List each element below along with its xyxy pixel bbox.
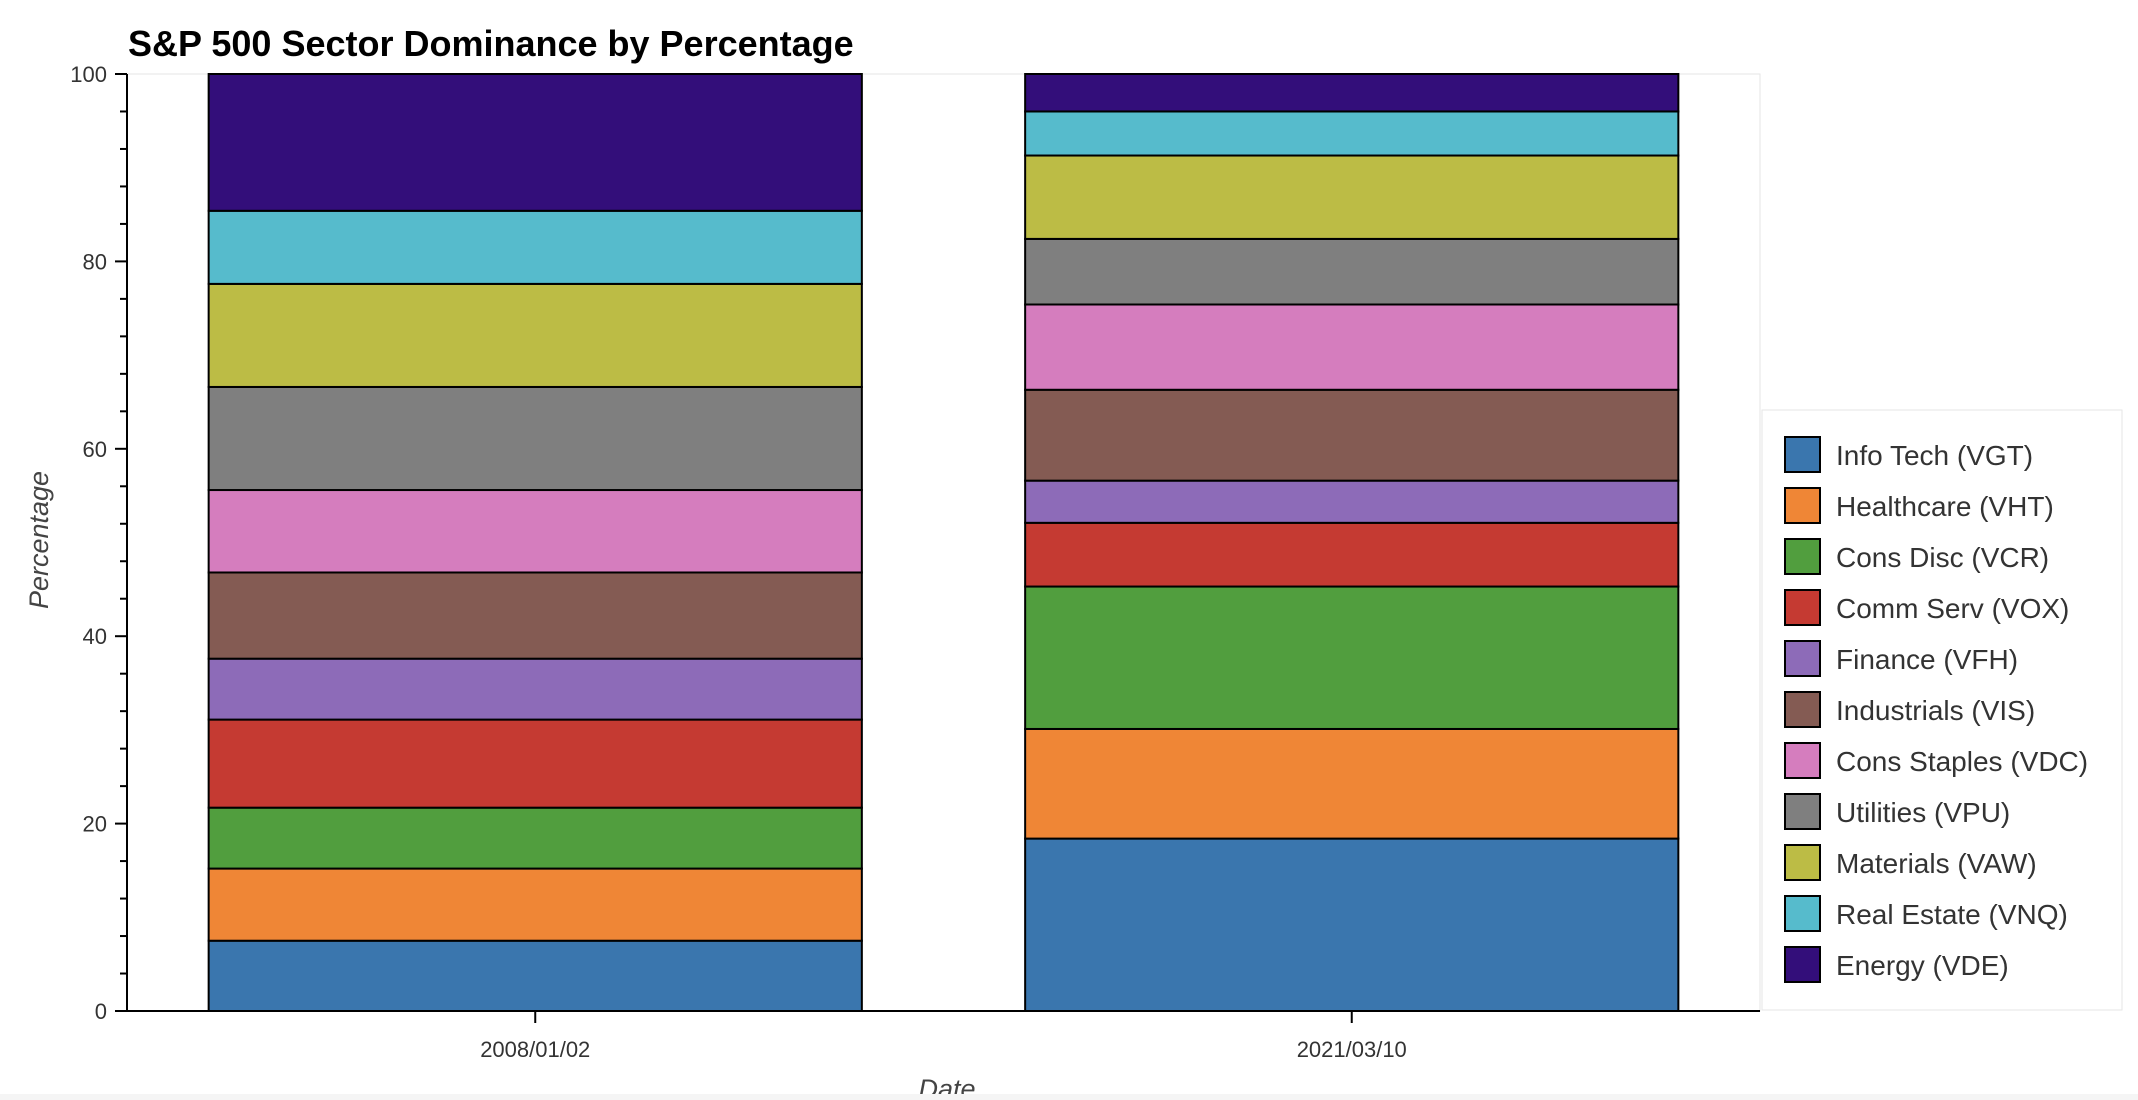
bar-segment-9-2 xyxy=(1024,154,1680,240)
legend-label: Energy (VDE) xyxy=(1836,950,2009,981)
bar-segment-2-2 xyxy=(1024,727,1680,840)
bar-segment-3-2 xyxy=(1024,585,1680,730)
y-axis: 0 20 40 60 80 100 xyxy=(70,62,128,1024)
legend-swatch xyxy=(1784,538,1821,575)
bar-segment-2-1 xyxy=(207,867,863,942)
legend-label: Utilities (VPU) xyxy=(1836,797,2010,828)
bar-segment-8-1 xyxy=(207,385,863,492)
legend-swatch xyxy=(1784,742,1821,779)
legend-swatch xyxy=(1784,436,1821,473)
chart-title: S&P 500 Sector Dominance by Percentage xyxy=(128,23,854,64)
bar-segment-5-1 xyxy=(207,657,863,721)
bar-segment-7-1 xyxy=(207,489,863,574)
y-tick-label: 0 xyxy=(95,999,107,1024)
legend: Info Tech (VGT) Healthcare (VHT) Cons Disc… xyxy=(1761,409,2123,1011)
bottom-strip xyxy=(0,1094,2138,1100)
y-axis-label: Percentage xyxy=(24,471,54,609)
bar-segment-9-1 xyxy=(207,282,863,388)
y-tick-label: 60 xyxy=(83,437,107,462)
legend-label: Industrials (VIS) xyxy=(1836,695,2035,726)
bar-segment-8-2 xyxy=(1024,237,1680,306)
bar-segment-5-2 xyxy=(1024,479,1680,524)
x-axis: 2008/01/02 2021/03/10 xyxy=(127,1010,1760,1062)
legend-label: Cons Staples (VDC) xyxy=(1836,746,2088,777)
y-tick-label: 40 xyxy=(83,624,107,649)
legend-label: Real Estate (VNQ) xyxy=(1836,899,2068,930)
y-tick-label: 80 xyxy=(83,249,107,274)
legend-swatch xyxy=(1784,895,1821,932)
legend-label: Healthcare (VHT) xyxy=(1836,491,2054,522)
bar-segment-11-2 xyxy=(1024,73,1680,113)
bar-segment-6-1 xyxy=(207,571,863,660)
legend-swatch xyxy=(1784,640,1821,677)
legend-swatch xyxy=(1784,946,1821,983)
x-tick-label: 2021/03/10 xyxy=(1297,1037,1407,1062)
bar-segment-6-2 xyxy=(1024,388,1680,482)
bar-segment-3-1 xyxy=(207,806,863,870)
bar-segment-7-2 xyxy=(1024,303,1680,391)
y-tick-label: 20 xyxy=(83,812,107,837)
bar-segment-1-2 xyxy=(1024,837,1680,1012)
bar-segment-4-2 xyxy=(1024,521,1680,588)
legend-label: Comm Serv (VOX) xyxy=(1836,593,2069,624)
bar-segment-10-2 xyxy=(1024,110,1680,157)
legend-label: Materials (VAW) xyxy=(1836,848,2037,879)
legend-label: Cons Disc (VCR) xyxy=(1836,542,2049,573)
bar-segment-10-1 xyxy=(207,209,863,285)
bars-group xyxy=(207,73,1680,1012)
legend-swatch xyxy=(1784,589,1821,626)
bar-segment-11-1 xyxy=(207,73,863,212)
legend-swatch xyxy=(1784,691,1821,728)
legend-label: Finance (VFH) xyxy=(1836,644,2018,675)
legend-swatch xyxy=(1784,793,1821,830)
y-tick-label: 100 xyxy=(70,62,107,87)
legend-swatch xyxy=(1784,487,1821,524)
x-tick-label: 2008/01/02 xyxy=(480,1037,590,1062)
bar-segment-1-1 xyxy=(207,939,863,1012)
legend-swatch xyxy=(1784,844,1821,881)
bar-segment-4-1 xyxy=(207,718,863,809)
legend-label: Info Tech (VGT) xyxy=(1836,440,2033,471)
legend-box xyxy=(1761,409,2123,1011)
